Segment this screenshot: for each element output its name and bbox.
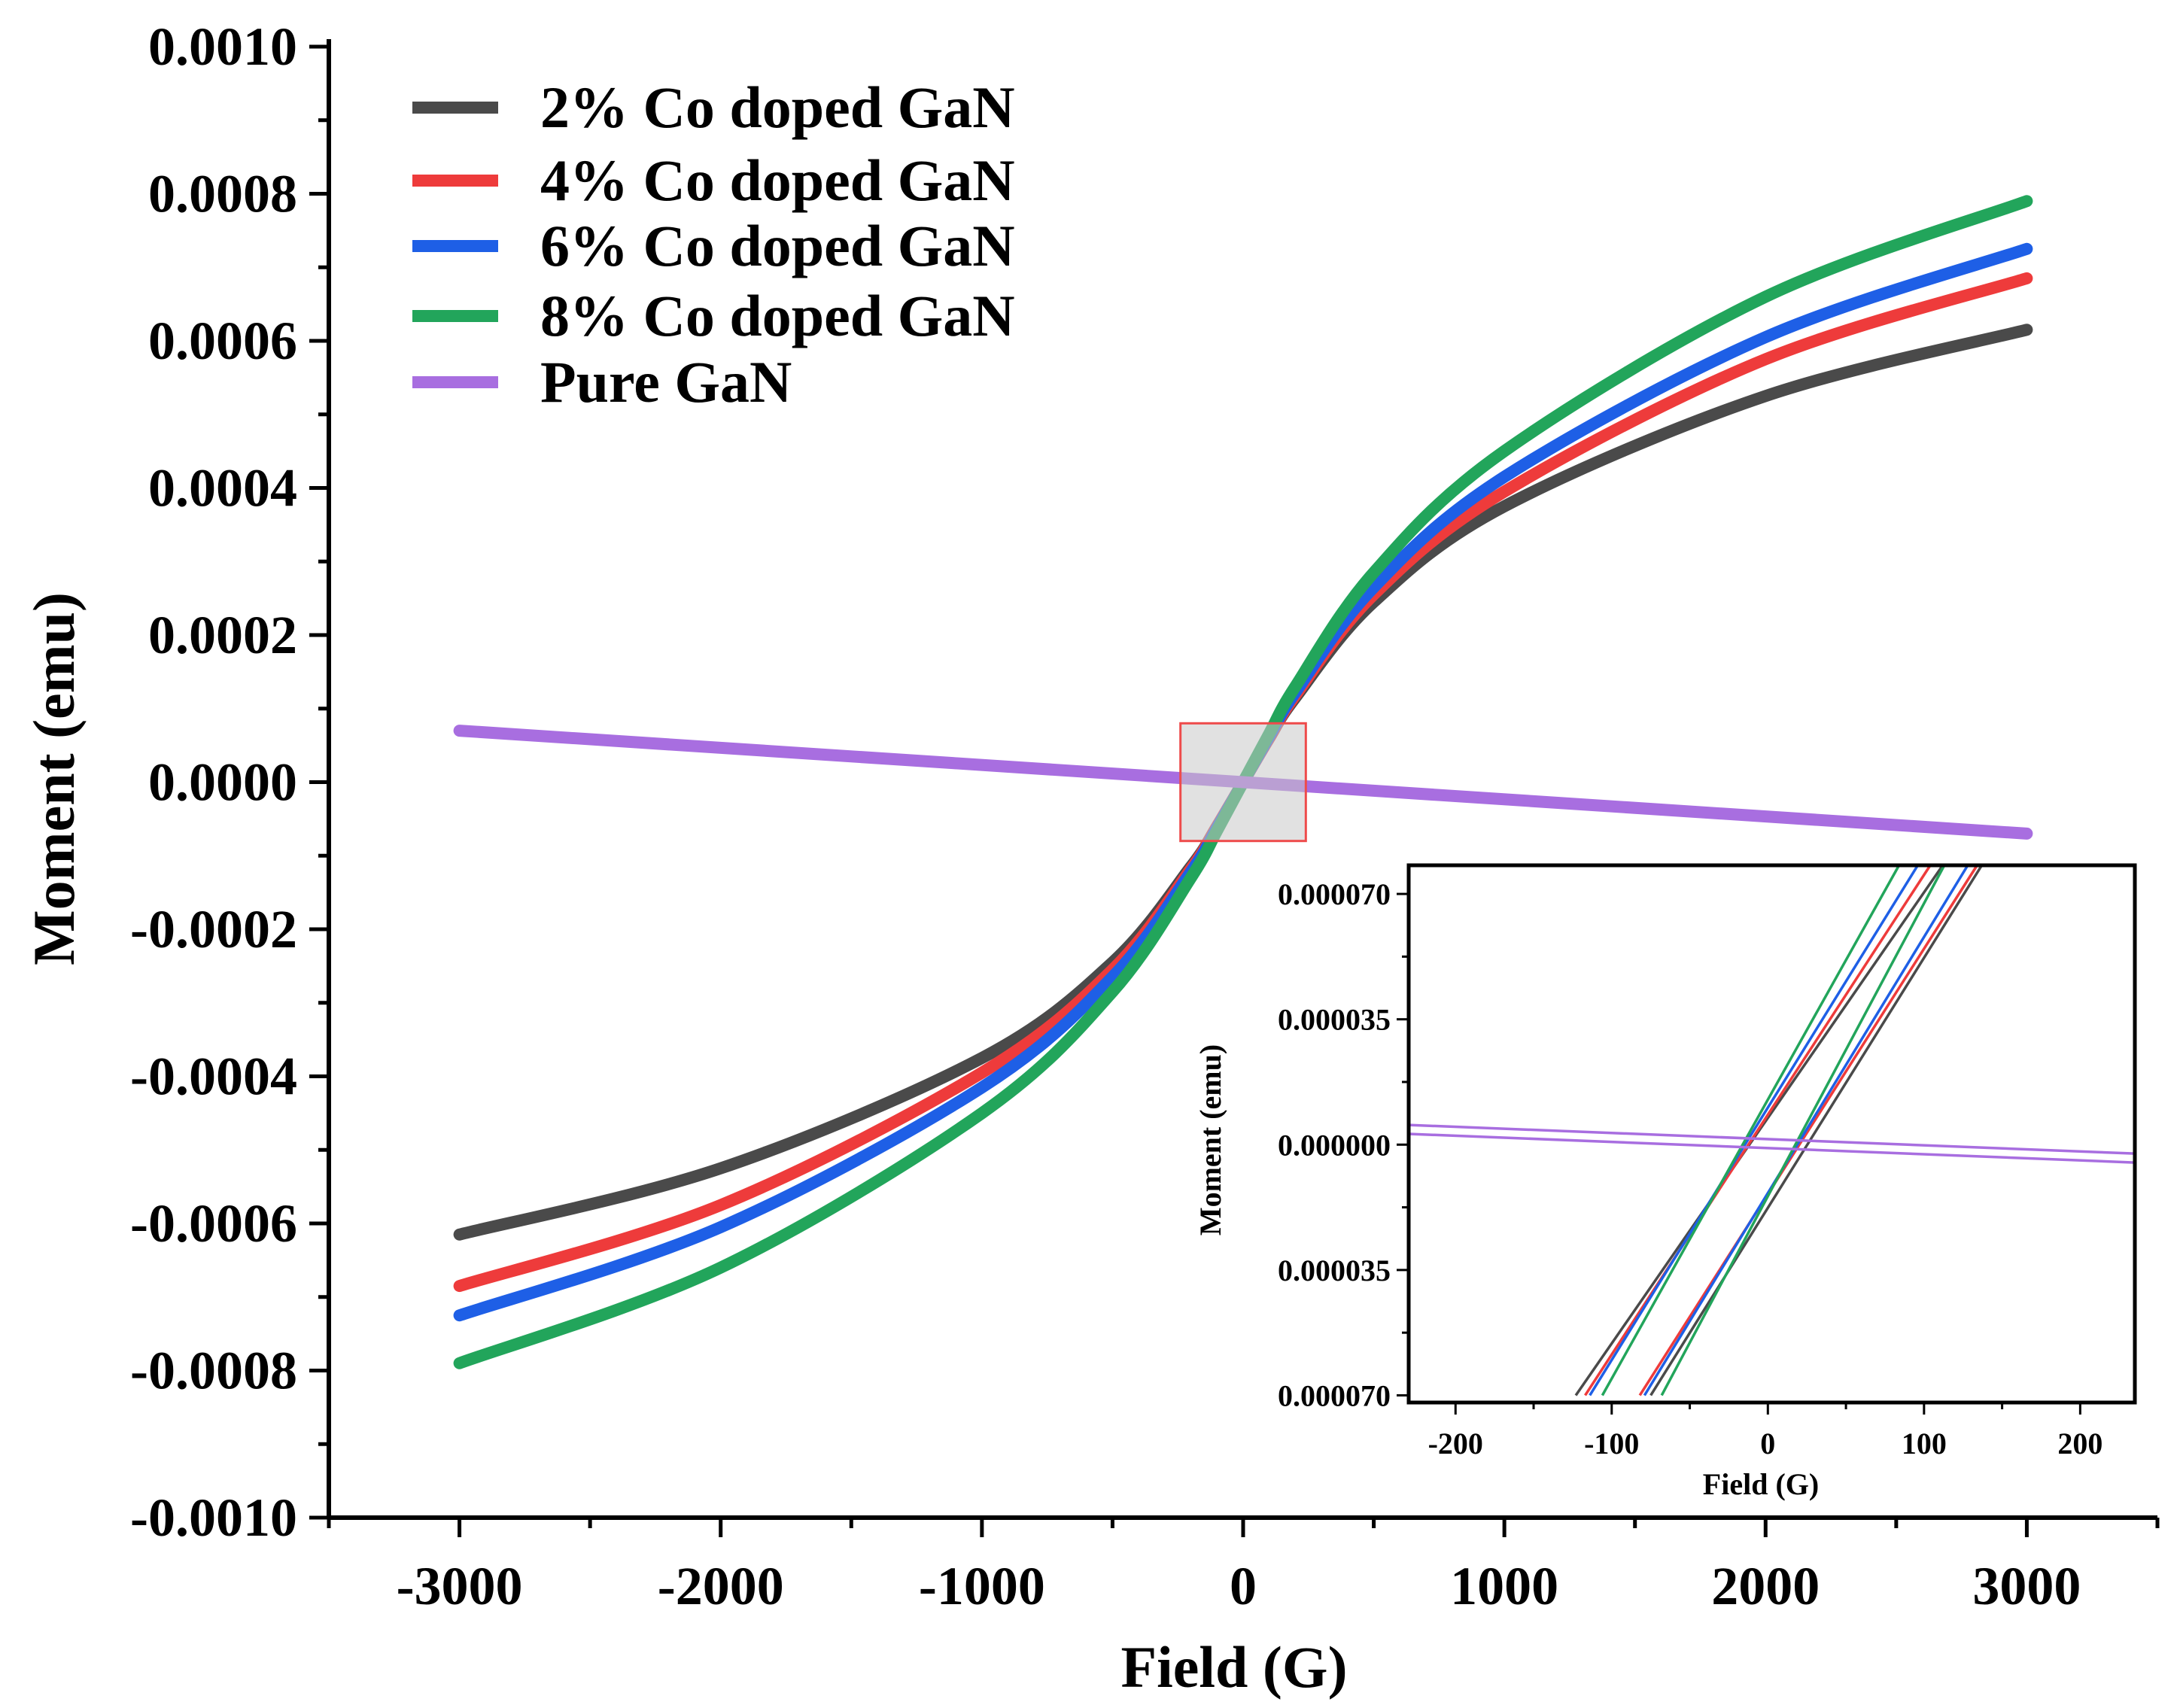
main-x-tick-label: -2000 — [658, 1556, 784, 1616]
main-y-tick-label: -0.0002 — [130, 899, 297, 959]
inset-loop-ascending-6pct-co-doped-gan — [1589, 865, 1920, 1396]
inset-axes — [1397, 863, 2137, 1415]
inset-loop-ascending-8pct-co-doped-gan — [1601, 865, 1901, 1396]
inset-x-tick-label: 0 — [1760, 1427, 1775, 1460]
inset-loop-descending-2pct-co-doped-gan — [1649, 865, 1984, 1396]
main-x-tick-label: 3000 — [1972, 1556, 2081, 1616]
main-axes — [309, 39, 2160, 1537]
main-y-tick-label: 0.0006 — [148, 311, 297, 371]
inset-y-tick-labels: 0.000070 0.000035 0.000000 0.000035 0.000070 — [1278, 877, 1391, 1412]
legend-label-2pct-co-doped-gan: 2% Co doped GaN — [540, 74, 1015, 140]
inset-loop-ascending-4pct-co-doped-gan — [1584, 865, 1932, 1396]
zoom-region — [1179, 722, 1307, 843]
inset-loop-ascending-pure-gan — [1408, 1123, 2136, 1155]
main-y-tick-label: 0.0000 — [148, 752, 297, 813]
zoom-box — [1179, 722, 1307, 843]
legend-label-pure-gan: Pure GaN — [540, 349, 792, 415]
inset-plot-area: -200 -100 0 100 200 0.000070 0.000035 0.000000… — [1193, 863, 2137, 1501]
main-y-tick-label: 0.0004 — [148, 458, 297, 518]
main-x-tick-label: 2000 — [1711, 1556, 1820, 1616]
inset-x-axis-title: Field (G) — [1703, 1467, 1819, 1501]
inset-x-tick-label: 100 — [1902, 1427, 1947, 1460]
main-y-tick-label: -0.0004 — [130, 1047, 297, 1107]
inset-y-tick-label: 0.000035 — [1278, 1254, 1391, 1287]
inset-y-tick-label: 0.000035 — [1278, 1003, 1391, 1037]
main-x-tick-label: -3000 — [397, 1556, 523, 1616]
main-y-axis-title: Moment (emu) — [21, 592, 87, 965]
main-x-tick-label: 0 — [1230, 1556, 1257, 1616]
inset-loop-descending-6pct-co-doped-gan — [1643, 865, 1969, 1396]
main-x-axis-title: Field (G) — [1120, 1634, 1347, 1700]
main-y-tick-label: -0.0010 — [130, 1488, 297, 1548]
inset-x-tick-label: 200 — [2057, 1427, 2102, 1460]
inset-loop-descending-pure-gan — [1408, 1132, 2136, 1164]
legend-label-4pct-co-doped-gan: 4% Co doped GaN — [540, 147, 1015, 213]
legend-label-8pct-co-doped-gan: 8% Co doped GaN — [540, 283, 1015, 348]
inset-y-tick-label: 0.000000 — [1278, 1128, 1391, 1162]
inset-loop-descending-4pct-co-doped-gan — [1638, 865, 1978, 1396]
main-y-tick-label: -0.0008 — [130, 1341, 297, 1401]
inset-y-axis-title: Moment (emu) — [1193, 1044, 1227, 1235]
main-plot-area: -3000 -2000 -1000 0 1000 2000 3000 0.00100.000… — [21, 17, 2160, 1700]
main-y-tick-labels: 0.0010 0.0008 0.0006 0.0004 0.0002 0.0000 -0.0… — [130, 17, 297, 1548]
inset-x-tick-label: -200 — [1428, 1427, 1483, 1460]
main-x-tick-label: 1000 — [1450, 1556, 1558, 1616]
inset-y-tick-label: 0.000070 — [1278, 1378, 1391, 1412]
inset-x-tick-labels: -200 -100 0 100 200 — [1428, 1427, 2103, 1460]
inset-x-tick-label: -100 — [1584, 1427, 1639, 1460]
main-y-tick-label: 0.0002 — [148, 605, 297, 665]
main-y-tick-label: -0.0006 — [130, 1193, 297, 1254]
main-y-tick-label: 0.0008 — [148, 164, 297, 224]
main-x-tick-labels: -3000 -2000 -1000 0 1000 2000 3000 — [397, 1556, 2081, 1616]
main-y-tick-label: 0.0010 — [148, 17, 297, 77]
inset-curves — [1408, 865, 2136, 1396]
inset-frame — [1406, 863, 2137, 1405]
inset-loop-descending-8pct-co-doped-gan — [1660, 865, 1946, 1396]
legend-label-6pct-co-doped-gan: 6% Co doped GaN — [540, 213, 1015, 278]
main-x-tick-label: -1000 — [919, 1556, 1045, 1616]
inset-background — [1409, 865, 2135, 1403]
inset-y-tick-label: 0.000070 — [1278, 877, 1391, 911]
